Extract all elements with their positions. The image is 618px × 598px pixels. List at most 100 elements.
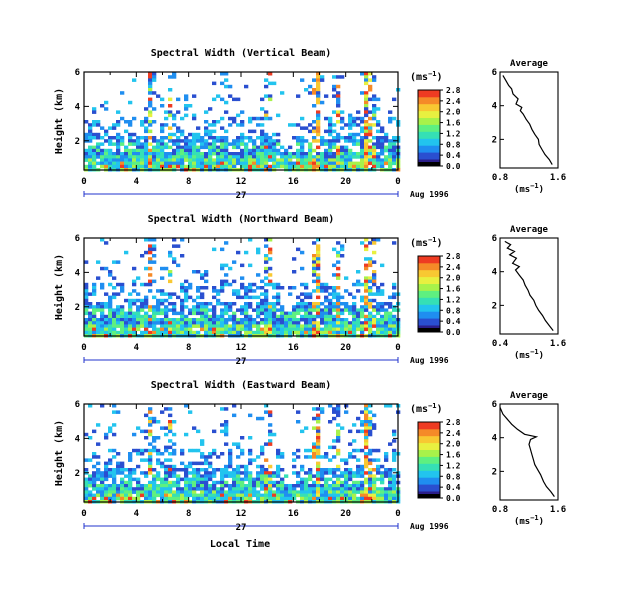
- heatmap-cell: [148, 113, 153, 118]
- heatmap-cell: [264, 113, 269, 118]
- heatmap-cell: [172, 324, 177, 328]
- heatmap-cell: [280, 496, 285, 501]
- heatmap-cell: [100, 286, 105, 290]
- heatmap-cell: [340, 244, 345, 248]
- heatmap-cell: [208, 330, 213, 335]
- heatmap-cell: [348, 292, 353, 296]
- heatmap-cell: [196, 295, 201, 300]
- heatmap-cell: [116, 155, 121, 159]
- heatmap-cell: [200, 496, 205, 501]
- heatmap-cell: [200, 480, 205, 485]
- heatmap-cell: [172, 164, 177, 169]
- heatmap-cell: [216, 468, 221, 472]
- heatmap-cell: [316, 155, 321, 159]
- heatmap-cell: [388, 161, 393, 166]
- heatmap-cell: [264, 145, 269, 150]
- heatmap-cell: [224, 442, 229, 446]
- heatmap-cell: [264, 471, 269, 475]
- heatmap-cell: [220, 247, 225, 252]
- heatmap-cell: [128, 305, 133, 309]
- heatmap-cell: [200, 164, 205, 169]
- heatmap-cell: [384, 161, 389, 166]
- colorbar-band: [418, 463, 440, 471]
- heatmap-cell: [164, 490, 169, 494]
- heatmap-cell: [168, 464, 173, 469]
- heatmap-cell: [360, 321, 365, 325]
- heatmap-cell: [204, 155, 209, 159]
- heatmap-cell: [248, 164, 253, 169]
- heatmap-cell: [200, 273, 205, 277]
- heatmap-cell: [336, 468, 341, 472]
- heatmap-cell: [332, 480, 337, 485]
- heatmap-cell: [156, 142, 161, 146]
- heatmap-cell: [388, 318, 393, 322]
- profile-x-label-close: ): [539, 185, 544, 195]
- heatmap-cell: [148, 282, 153, 287]
- heatmap-cell: [332, 321, 337, 325]
- heatmap-cell: [392, 116, 397, 121]
- heatmap-cell: [288, 161, 293, 166]
- heatmap-cell: [324, 158, 329, 162]
- heatmap-cell: [332, 88, 337, 92]
- heatmap-cell: [328, 330, 333, 335]
- heatmap-cell: [352, 282, 357, 287]
- heatmap-cell: [280, 308, 285, 312]
- heatmap-cell: [228, 452, 233, 456]
- heatmap-cell: [244, 286, 249, 290]
- heatmap-cell: [228, 490, 233, 494]
- heatmap-cell: [376, 448, 381, 453]
- heatmap-cell: [328, 292, 333, 296]
- heatmap-cell: [160, 480, 165, 485]
- heatmap-cell: [84, 308, 89, 312]
- heatmap-cell: [264, 487, 269, 491]
- heatmap-cell: [176, 311, 181, 316]
- heatmap-cell: [372, 97, 377, 102]
- colorbar-unit-exponent: −1: [428, 402, 436, 410]
- heatmap-cell: [328, 327, 333, 332]
- heatmap-cell: [300, 298, 305, 303]
- heatmap-cell: [388, 155, 393, 159]
- heatmap-cell: [360, 148, 365, 153]
- heatmap-cell: [180, 145, 185, 150]
- heatmap-cell: [268, 302, 273, 306]
- heatmap-cell: [332, 286, 337, 290]
- heatmap-cell: [152, 161, 157, 166]
- heatmap-cell: [188, 158, 193, 162]
- heatmap-cell: [348, 164, 353, 169]
- heatmap-cell: [180, 308, 185, 312]
- profile-x-label-close: ): [539, 517, 544, 527]
- heatmap-cell: [268, 116, 273, 121]
- heatmap-cell: [216, 493, 221, 498]
- heatmap-cell: [204, 496, 209, 501]
- heatmap-cell: [296, 308, 301, 312]
- heatmap-cell: [112, 126, 117, 130]
- heatmap-cell: [148, 279, 153, 284]
- heatmap-cell: [200, 305, 205, 309]
- heatmap-cell: [336, 308, 341, 312]
- heatmap-cell: [152, 490, 157, 494]
- heatmap-cell: [256, 464, 261, 469]
- heatmap-cell: [272, 145, 277, 150]
- heatmap-cell: [176, 142, 181, 146]
- heatmap-cell: [316, 273, 321, 277]
- heatmap-cell: [284, 324, 289, 328]
- heatmap-cell: [376, 164, 381, 169]
- heatmap-cell: [248, 148, 253, 153]
- heatmap-cell: [236, 97, 241, 102]
- heatmap-cell: [288, 158, 293, 162]
- heatmap-cell: [184, 490, 189, 494]
- heatmap-cell: [264, 94, 269, 98]
- heatmap-cell: [172, 75, 177, 79]
- heatmap-cell: [336, 439, 341, 443]
- heatmap-cell: [228, 308, 233, 312]
- heatmap-cell: [356, 324, 361, 328]
- heatmap-cell: [328, 318, 333, 322]
- heatmap-cell: [200, 142, 205, 146]
- heatmap-cell: [232, 490, 237, 494]
- heatmap-cell: [92, 330, 97, 335]
- heatmap-cell: [392, 439, 397, 443]
- heatmap-cell: [200, 311, 205, 316]
- heatmap-cell: [332, 94, 337, 98]
- heatmap-cell: [168, 452, 173, 456]
- heatmap-cell: [148, 455, 153, 459]
